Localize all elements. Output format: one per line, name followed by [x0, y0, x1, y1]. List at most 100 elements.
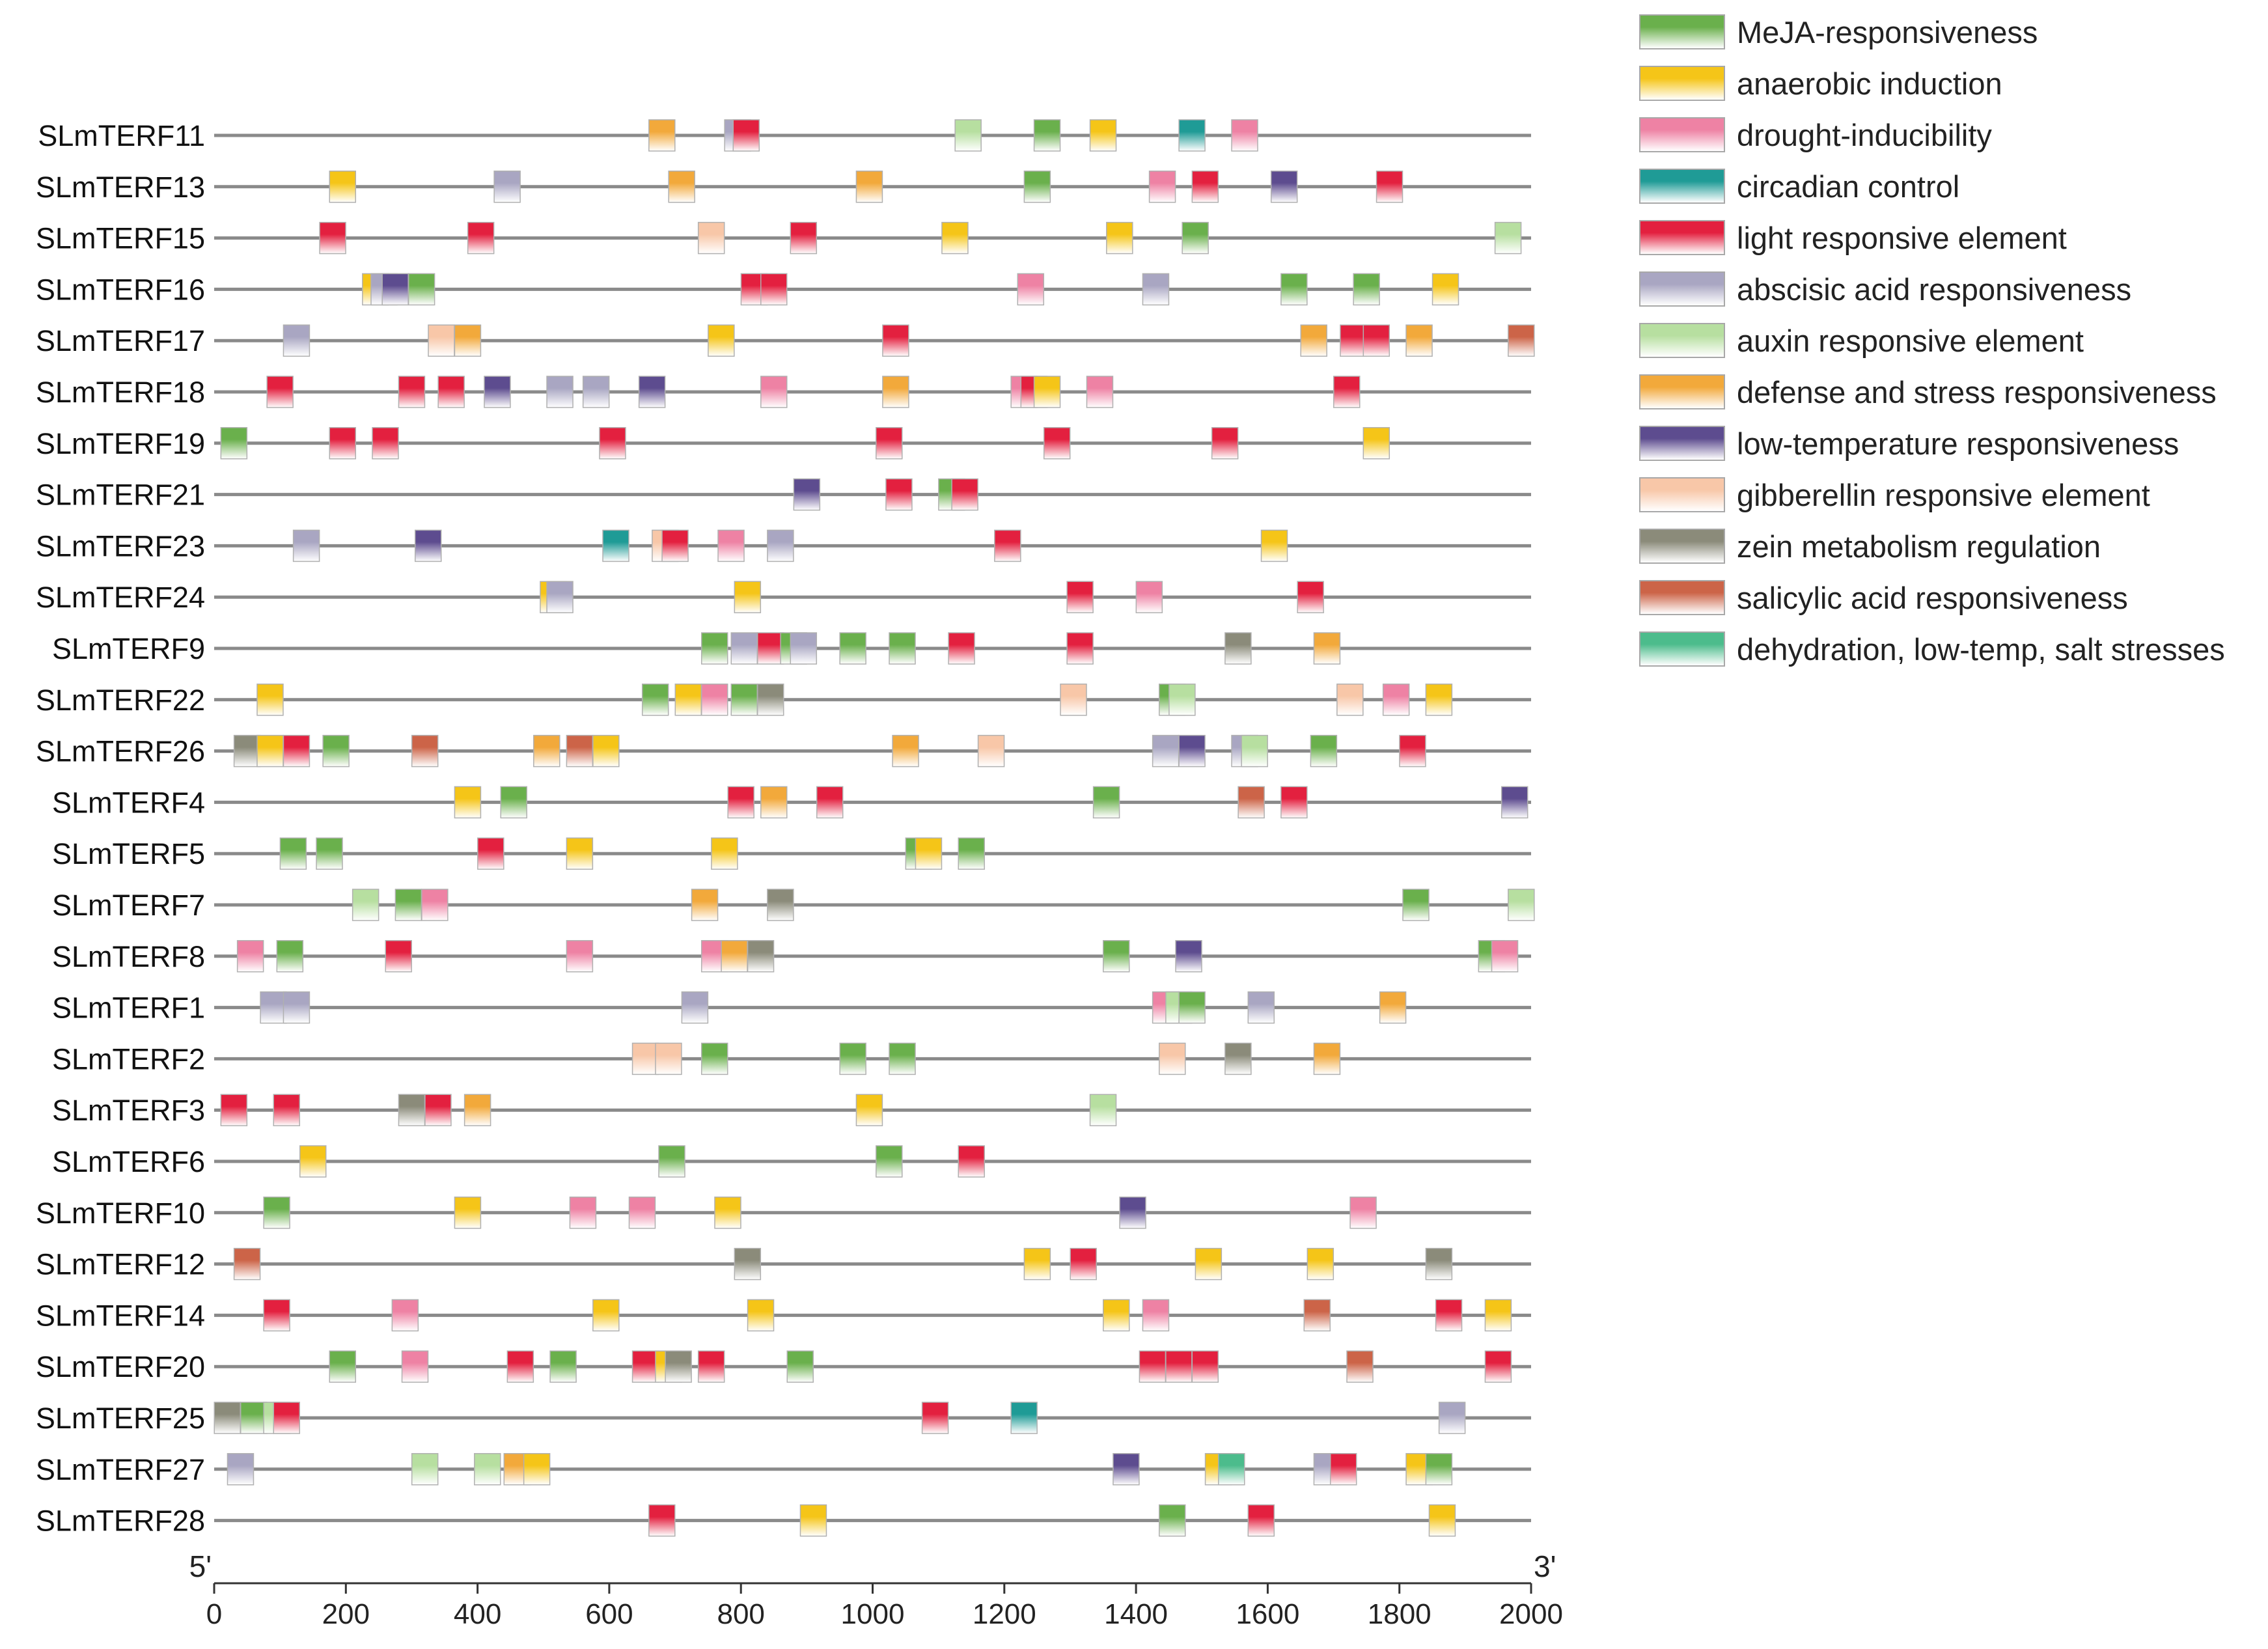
- motif-box-light: [477, 837, 505, 870]
- motif-box-light: [266, 376, 294, 408]
- motif-box-anaer: [1362, 427, 1390, 460]
- motif-box-meja: [394, 889, 422, 921]
- motif-box-gib: [631, 1042, 659, 1075]
- motif-box-light: [1333, 376, 1361, 408]
- gene-row: SLmTERF13: [36, 171, 1531, 204]
- motif-box-drought: [760, 376, 788, 408]
- motif-box-zein: [1224, 632, 1252, 665]
- gene-label: SLmTERF23: [36, 529, 205, 562]
- motif-box-light: [1043, 427, 1071, 460]
- legend-item: drought-inducibility: [1639, 115, 2258, 156]
- motif-box-light: [756, 632, 784, 665]
- gene-row: SLmTERF11: [38, 119, 1531, 152]
- motif-box-anaer: [454, 786, 482, 819]
- motif-box-anaer: [299, 1145, 327, 1178]
- x-tick-label: 400: [454, 1598, 501, 1630]
- motif-box-light: [599, 427, 626, 460]
- gene-label: SLmTERF18: [36, 376, 205, 409]
- x-axis-ticks: 0 200 400 600 800 1000 1200 1400 1600 1800 2000: [206, 1583, 1563, 1630]
- motif-box-circ: [602, 529, 629, 562]
- legend-label: salicylic acid responsiveness: [1737, 581, 2128, 615]
- motif-box-lowtemp: [381, 273, 409, 306]
- motif-box-anaer: [592, 734, 620, 768]
- gene-label: SLmTERF7: [52, 889, 205, 922]
- gene-row: SLmTERF3: [52, 1094, 1531, 1127]
- motif-box-light: [882, 324, 909, 357]
- motif-box-light: [1165, 1350, 1193, 1383]
- legend-swatch-dehyd: [1639, 631, 1725, 667]
- motif-box-light: [948, 632, 975, 665]
- motif-box-light: [697, 1350, 725, 1383]
- motif-box-aba: [1247, 991, 1275, 1024]
- legend-item: abscisic acid responsiveness: [1639, 269, 2258, 311]
- legend-item: dehydration, low-temp, salt stresses: [1639, 629, 2258, 671]
- gene-label: SLmTERF4: [52, 786, 205, 819]
- motif-box-light: [732, 119, 760, 152]
- motif-box-meja: [1092, 786, 1120, 819]
- legend-label: drought-inducibility: [1737, 118, 1992, 152]
- motif-box-defense: [721, 940, 748, 973]
- motif-box-anaer: [714, 1197, 741, 1229]
- motif-box-zein: [398, 1094, 426, 1126]
- gene-label: SLmTERF22: [36, 684, 205, 717]
- motif-box-light: [372, 427, 399, 460]
- motif-box-drought: [1491, 940, 1519, 973]
- motif-box-anaer: [1260, 529, 1288, 562]
- motif-box-aba: [730, 632, 758, 665]
- motif-box-zein: [665, 1350, 692, 1383]
- motif-box-light: [1066, 632, 1094, 665]
- motif-box-gib: [1158, 1042, 1186, 1075]
- gene-label: SLmTERF1: [52, 991, 205, 1025]
- motif-box-light: [1362, 324, 1390, 357]
- motif-box-anaer: [1484, 1299, 1512, 1332]
- motif-box-light: [951, 478, 978, 511]
- motif-box-aba: [283, 324, 311, 357]
- motif-box-meja: [316, 837, 343, 870]
- motif-box-anaer: [1431, 273, 1459, 306]
- motif-box-meja: [1158, 1504, 1186, 1537]
- motif-box-defense: [892, 734, 919, 768]
- motif-box-light: [1376, 171, 1404, 203]
- legend-label: low-temperature responsiveness: [1737, 426, 2179, 461]
- motif-box-defense: [1379, 991, 1407, 1024]
- legend-swatch-anaer: [1639, 66, 1725, 101]
- motif-box-anaer: [454, 1197, 482, 1229]
- motif-box-drought: [717, 529, 745, 562]
- motif-box-drought: [1349, 1197, 1377, 1229]
- motif-box-meja: [876, 1145, 903, 1178]
- motif-box-lowtemp: [1178, 734, 1206, 768]
- gene-row: SLmTERF23: [36, 529, 1531, 562]
- legend-item: zein metabolism regulation: [1639, 526, 2258, 568]
- motif-box-meja: [700, 632, 728, 665]
- motif-box-light: [1297, 581, 1324, 613]
- motif-box-light: [1070, 1247, 1097, 1281]
- gene-row: SLmTERF27: [36, 1453, 1531, 1486]
- motif-box-defense: [1405, 324, 1433, 357]
- gene-rows: SLmTERF11 SLmTERF13 SLmTERF15 SLmTERF16 SLmT…: [36, 119, 1535, 1538]
- motif-box-meja: [1103, 940, 1130, 973]
- motif-box-anaer: [799, 1504, 827, 1537]
- x-tick-label: 0: [206, 1598, 222, 1630]
- motif-box-defense: [1300, 324, 1327, 357]
- motif-box-auxin: [1241, 734, 1268, 768]
- x-axis: 5' 3' 0 200 400 600 800 1000 1200 1400 1600 1800 2…: [189, 1549, 1563, 1630]
- motif-box-gib: [697, 221, 725, 255]
- motif-box-light: [1280, 786, 1308, 819]
- motif-box-light: [885, 478, 913, 511]
- motif-box-meja: [240, 1402, 268, 1434]
- gene-row: SLmTERF19: [36, 427, 1531, 460]
- motif-box-light: [994, 529, 1021, 562]
- motif-box-zein: [734, 1247, 762, 1281]
- motif-box-light: [506, 1350, 534, 1383]
- motif-box-circ: [1178, 119, 1206, 152]
- motif-box-meja: [1353, 273, 1380, 306]
- motif-box-anaer: [256, 734, 284, 768]
- motif-box-lowtemp: [1500, 786, 1528, 819]
- motif-box-lowtemp: [484, 376, 511, 408]
- motif-box-light: [1191, 171, 1219, 203]
- x-tick-label: 2000: [1499, 1598, 1563, 1630]
- motif-box-meja: [1033, 119, 1061, 152]
- motif-box-light: [319, 221, 346, 255]
- motif-box-circ: [1010, 1402, 1038, 1434]
- motif-box-gib: [428, 324, 455, 357]
